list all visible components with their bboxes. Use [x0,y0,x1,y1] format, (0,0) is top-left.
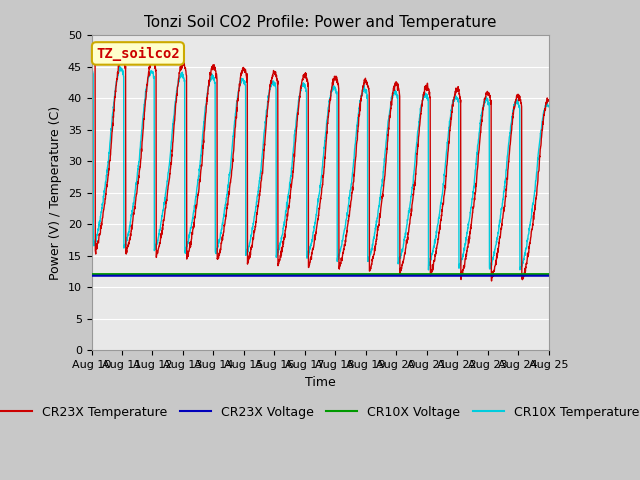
X-axis label: Time: Time [305,376,335,389]
Legend: CR23X Temperature, CR23X Voltage, CR10X Voltage, CR10X Temperature: CR23X Temperature, CR23X Voltage, CR10X … [0,401,640,424]
Y-axis label: Power (V) / Temperature (C): Power (V) / Temperature (C) [49,106,62,280]
Title: Tonzi Soil CO2 Profile: Power and Temperature: Tonzi Soil CO2 Profile: Power and Temper… [144,15,496,30]
Text: TZ_soilco2: TZ_soilco2 [96,47,180,60]
